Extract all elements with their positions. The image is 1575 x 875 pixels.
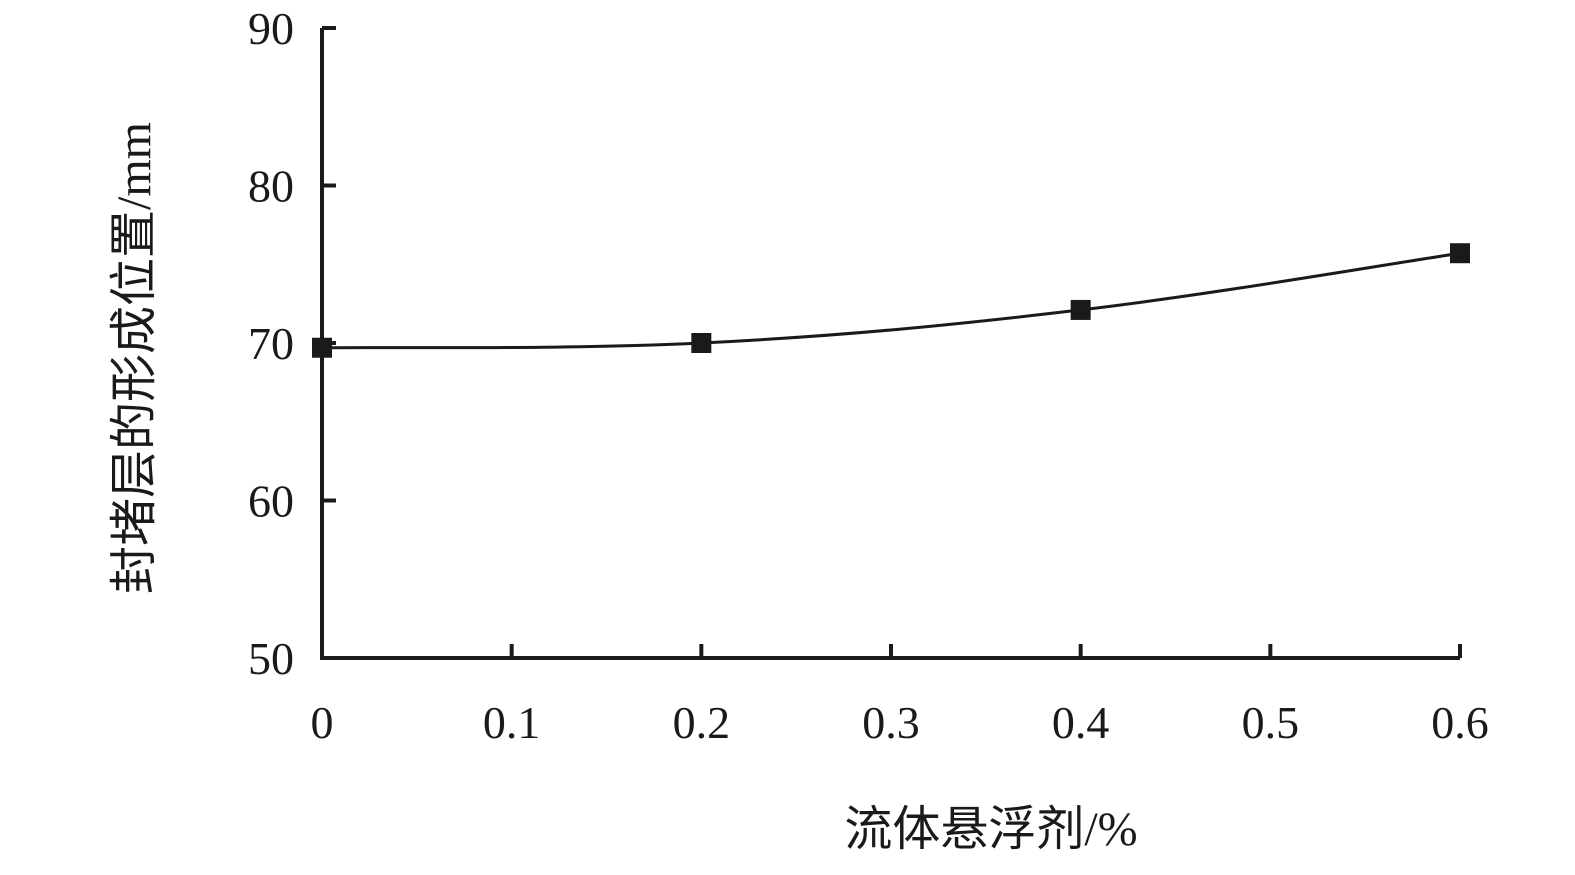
y-tick-label: 80 — [248, 161, 294, 212]
data-point-marker — [1070, 299, 1091, 320]
x-tick-label: 0.3 — [862, 697, 920, 748]
x-axis-title: 流体悬浮剂/% — [844, 803, 1137, 856]
y-axis-title: 封堵层的形成位置/mm — [108, 122, 161, 594]
data-point-marker — [1450, 243, 1470, 264]
y-tick-label: 70 — [248, 318, 294, 369]
axis-labels: 流体悬浮剂/% 封堵层的形成位置/mm — [108, 122, 1138, 856]
y-tick-label: 60 — [248, 476, 294, 527]
series — [312, 243, 1470, 358]
x-tick-label: 0 — [311, 697, 334, 748]
x-tick-label: 0.2 — [673, 697, 731, 748]
y-tick-label: 90 — [248, 3, 294, 54]
axes — [320, 28, 1460, 660]
x-tick-label: 0.1 — [483, 697, 541, 748]
data-point-marker — [312, 337, 332, 358]
data-point-marker — [691, 333, 712, 353]
series-line — [321, 251, 1461, 350]
x-tick-label: 0.4 — [1052, 697, 1110, 748]
ticks: 50 60 70 80 90 0 0.1 0.2 0.3 0.4 0.5 0.6 — [248, 3, 1489, 748]
x-tick-label: 0.6 — [1431, 697, 1489, 748]
y-tick-label: 50 — [248, 633, 294, 684]
x-tick-label: 0.5 — [1242, 697, 1300, 748]
